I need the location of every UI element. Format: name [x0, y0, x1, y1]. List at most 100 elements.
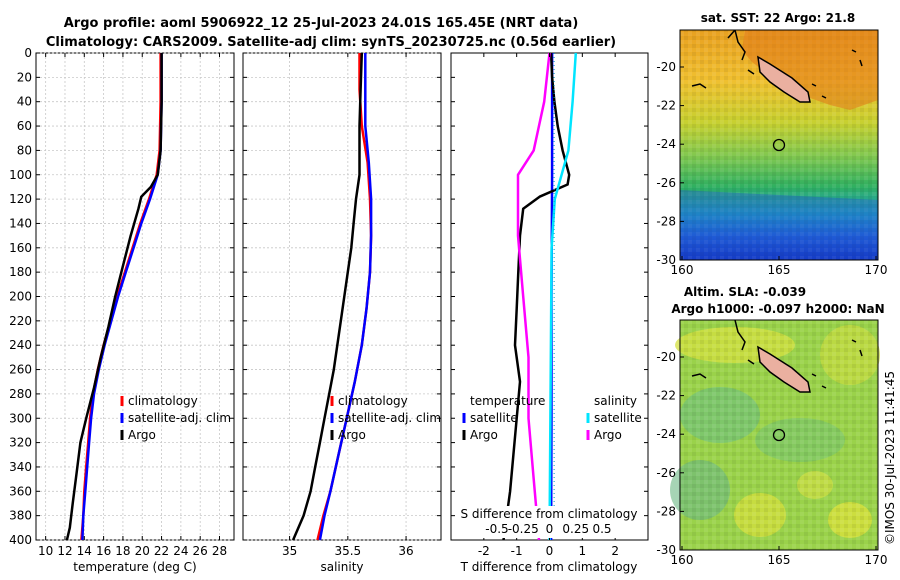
map-y-tick-label: -24: [656, 427, 676, 441]
legend-climatology-label: climatology: [128, 394, 198, 408]
sst-cold-band: [680, 190, 878, 260]
argo-position-marker: [772, 138, 786, 152]
s-difference-label: S difference from climatology: [461, 507, 638, 521]
x-tick-label: 1: [579, 544, 587, 558]
legend-t-argo-label: Argo: [470, 428, 498, 442]
map-y-tick-label: -30: [656, 543, 676, 557]
map-y-tick-label: -20: [656, 60, 676, 74]
series-line-argo: [65, 53, 163, 541]
temperature-chart: 10 12 14 16 18 20 22 24 26 2802040608010012014016…: [9, 46, 235, 574]
y-tick-label: 200: [9, 290, 32, 304]
map-y-tick-label: -22: [656, 389, 676, 403]
series-line-s-argo: [516, 52, 551, 541]
y-tick-label: 100: [9, 168, 32, 182]
sla-texture: [680, 320, 878, 550]
legend-salinity-header: salinity: [594, 394, 637, 408]
temperature-grid: [36, 52, 234, 541]
temperature-legend: climatology satellite-adj. clim Argo: [120, 394, 231, 442]
x-tick-label: -1: [511, 544, 523, 558]
y-tick-label: 240: [9, 338, 32, 352]
temperature-xlabel: temperature (deg C): [73, 560, 196, 574]
new-caledonia-landmass: [757, 345, 811, 393]
legend-satellite-label: satellite-adj. clim: [128, 411, 231, 425]
map-y-tick-label: -26: [656, 466, 676, 480]
x-tick-label: 2: [611, 544, 619, 558]
legend-t-satellite-label: satellite: [470, 411, 518, 425]
legend-climatology-label: climatology: [338, 394, 408, 408]
map-y-tick-label: -28: [656, 504, 676, 518]
sla-map-subtitle: Argo h1000: -0.097 h2000: NaN: [671, 302, 884, 316]
map-y-tick-label: -24: [656, 137, 676, 151]
map-x-tick-label: 160: [671, 553, 694, 567]
salinity-chart: 35 35.5 36 salinity climatology satellite-…: [242, 52, 442, 574]
y-tick-label: 0: [24, 46, 32, 60]
legend-argo-label: Argo: [338, 428, 366, 442]
imos-watermark: ©IMOS 30-Jul-2023 11:41:45: [883, 371, 897, 545]
series-line-argo: [291, 52, 364, 541]
x-tick-label: 0: [546, 544, 554, 558]
sla-map-title: Altim. SLA: -0.039: [684, 285, 806, 299]
sst-map: sat. SST: 22 Argo: 21.8 160 165 170 -20 -22 -…: [656, 11, 887, 277]
s-axis-tick-label: -0.25: [508, 522, 539, 536]
argo-position-marker: [772, 428, 786, 442]
s-axis-tick-label: 0.25: [562, 522, 589, 536]
x-tick-label: 35: [282, 544, 297, 558]
y-tick-label: 180: [9, 265, 32, 279]
map-y-tick-label: -28: [656, 214, 676, 228]
salinity-grid: [243, 52, 441, 541]
x-tick-label: 26: [193, 544, 208, 558]
map-x-tick-label: 170: [865, 263, 888, 277]
s-axis-tick-label: 0.5: [592, 522, 611, 536]
y-tick-label: 160: [9, 241, 32, 255]
legend-satellite-label: satellite-adj. clim: [338, 411, 441, 425]
map-y-tick-label: -22: [656, 99, 676, 113]
y-tick-label: 120: [9, 192, 32, 206]
y-tick-label: 20: [17, 70, 32, 84]
series-line-satellite-adj-clim: [318, 53, 373, 541]
sla-map: Altim. SLA: -0.039 Argo h1000: -0.097 h2…: [656, 285, 887, 567]
y-tick-label: 340: [9, 460, 32, 474]
legend-s-satellite-label: satellite: [594, 411, 642, 425]
salinity-legend: climatology satellite-adj. clim Argo: [330, 394, 441, 442]
map-y-tick-label: -20: [656, 350, 676, 364]
x-tick-label: 16: [96, 544, 111, 558]
sst-map-title: sat. SST: 22 Argo: 21.8: [701, 11, 855, 25]
x-tick-label: 10: [38, 544, 53, 558]
legend-s-argo-label: Argo: [594, 428, 622, 442]
map-x-tick-label: 165: [768, 553, 791, 567]
map-y-tick-label: -26: [656, 176, 676, 190]
y-tick-label: 400: [9, 533, 32, 547]
x-tick-label: 28: [212, 544, 227, 558]
x-tick-label: 14: [77, 544, 92, 558]
y-tick-label: 40: [17, 95, 32, 109]
difference-chart: -2 -1 0 1 2 T difference from climatology S …: [450, 52, 649, 574]
title-line2: Climatology: CARS2009. Satellite-adj cli…: [46, 35, 616, 50]
y-tick-label: 320: [9, 436, 32, 450]
x-tick-label: 36: [398, 544, 413, 558]
y-tick-label: 140: [9, 216, 32, 230]
y-tick-label: 260: [9, 363, 32, 377]
x-tick-label: 24: [173, 544, 188, 558]
y-tick-label: 360: [9, 484, 32, 498]
legend-argo-label: Argo: [128, 428, 156, 442]
s-axis-tick-label: -0.5: [485, 522, 508, 536]
s-axis-tick-label: 0: [546, 522, 554, 536]
x-tick-label: -2: [478, 544, 490, 558]
y-tick-label: 80: [17, 143, 32, 157]
series-line-t-argo: [502, 52, 571, 541]
map-y-tick-label: -30: [656, 253, 676, 267]
y-tick-label: 300: [9, 411, 32, 425]
series-line-s-satellite: [548, 52, 578, 541]
map-x-tick-label: 160: [671, 263, 694, 277]
s-axis-backdrop: [455, 506, 643, 538]
x-tick-label: 18: [115, 544, 130, 558]
map-x-tick-label: 170: [865, 553, 888, 567]
map-x-tick-label: 165: [768, 263, 791, 277]
x-tick-label: 35.5: [334, 544, 361, 558]
title-line1: Argo profile: aoml 5906922_12 25-Jul-202…: [64, 16, 579, 31]
x-tick-label: 22: [154, 544, 169, 558]
difference-legend: temperature satellite Argo salinity sate…: [462, 394, 642, 442]
new-caledonia-landmass: [757, 55, 811, 103]
y-tick-label: 220: [9, 314, 32, 328]
